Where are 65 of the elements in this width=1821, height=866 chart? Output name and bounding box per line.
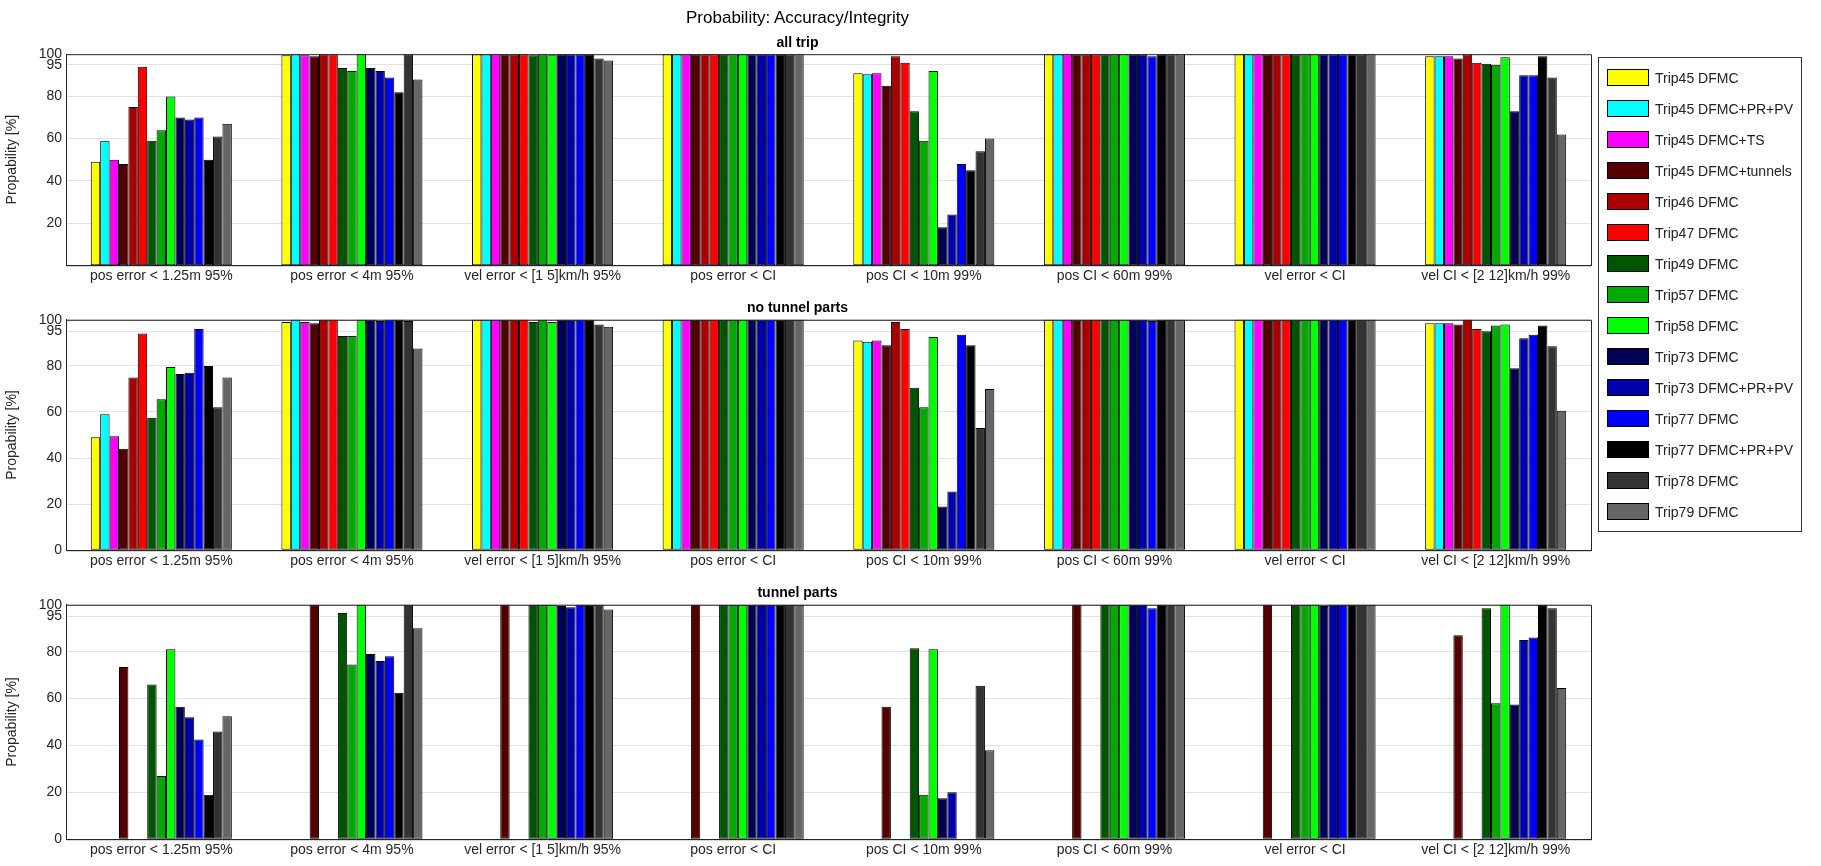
legend-label: Trip58 DFMC (1655, 317, 1739, 334)
y-axis-title: Propability [%] (3, 114, 20, 205)
x-tick-label: pos CI < 60m 99% (1056, 267, 1173, 284)
y-tick-label: 60 (46, 402, 63, 419)
x-tick-label: vel error < [1 5]km/h 95% (464, 267, 621, 284)
legend-label: Trip45 DFMC+tunnels (1655, 162, 1792, 179)
y-tick-label: 80 (46, 87, 63, 104)
legend-label: Trip49 DFMC (1655, 255, 1739, 272)
legend-label: Trip77 DFMC+PR+PV (1655, 441, 1793, 458)
y-tick-label: 0 (54, 830, 63, 847)
bar (1156, 604, 1167, 839)
x-tick-label: pos error < 1.25m 95% (89, 841, 233, 858)
y-axis-title: Propability [%] (3, 677, 20, 767)
legend-label: Trip73 DFMC (1655, 348, 1739, 365)
legend-label: Trip73 DFMC+PR+PV (1655, 379, 1793, 396)
x-tick-label: vel error < [1 5]km/h 95% (464, 841, 621, 858)
x-tick-label: pos error < 1.25m 95% (89, 552, 233, 569)
x-tick-label: vel CI < [2 12]km/h 99% (1421, 267, 1571, 284)
x-tick-label: pos CI < 60m 99% (1056, 552, 1173, 569)
y-tick-label: 0 (54, 541, 63, 558)
legend-label: Trip79 DFMC (1655, 503, 1739, 520)
x-tick-label: pos error < 4m 95% (290, 552, 414, 569)
x-tick-label: pos error < 4m 95% (290, 841, 414, 858)
y-tick-label: 20 (46, 213, 63, 230)
bar (203, 365, 214, 550)
x-tick-label: vel error < CI (1264, 267, 1346, 284)
y-tick-label: 40 (46, 736, 63, 753)
x-tick-label: pos error < 4m 95% (290, 267, 414, 284)
y-tick-label: 40 (46, 448, 63, 465)
legend-label: Trip78 DFMC (1655, 472, 1739, 489)
bar (203, 794, 214, 839)
x-tick-label: pos error < 1.25m 95% (89, 267, 233, 284)
x-tick-label: vel error < CI (1264, 552, 1346, 569)
x-tick-label: pos CI < 10m 99% (866, 267, 982, 284)
x-tick-label: pos CI < 10m 99% (866, 841, 982, 858)
x-tick-label: pos error < CI (690, 552, 777, 569)
legend-label: Trip45 DFMC (1655, 69, 1739, 86)
legend-label: Trip47 DFMC (1655, 224, 1739, 241)
legend-label: Trip46 DFMC (1655, 193, 1739, 210)
y-axis-title: Propability [%] (3, 390, 20, 480)
bar (584, 604, 595, 839)
x-tick-label: pos CI < 10m 99% (866, 552, 982, 569)
x-tick-label: pos error < CI (690, 267, 777, 284)
legend-label: Trip57 DFMC (1655, 286, 1739, 303)
x-tick-label: vel CI < [2 12]km/h 99% (1421, 552, 1571, 569)
x-tick-label: vel CI < [2 12]km/h 99% (1421, 841, 1571, 858)
chart-subtitle: all trip (776, 33, 819, 50)
chart-title: Probability: Accuracy/Integrity (686, 7, 910, 27)
legend-label: Trip77 DFMC (1655, 410, 1739, 427)
y-tick-label: 60 (46, 689, 63, 706)
chart-title: no tunnel parts (746, 299, 849, 316)
x-tick-label: vel error < [1 5]km/h 95% (464, 552, 621, 569)
y-tick-label: 80 (46, 642, 63, 659)
bar (584, 319, 595, 550)
chart-title: tunnel parts (757, 584, 838, 601)
legend-label: Trip45 DFMC+PR+PV (1655, 100, 1793, 117)
legend-label: Trip45 DFMC+TS (1655, 131, 1765, 148)
y-tick-label: 20 (46, 494, 63, 511)
y-tick-label: 60 (46, 129, 63, 146)
x-tick-label: vel error < CI (1264, 841, 1346, 858)
y-tick-label: 80 (46, 356, 63, 373)
y-tick-label: 40 (46, 171, 63, 188)
x-tick-label: pos CI < 60m 99% (1056, 841, 1173, 858)
x-tick-label: pos error < CI (690, 841, 777, 858)
y-tick-label: 20 (46, 783, 63, 800)
